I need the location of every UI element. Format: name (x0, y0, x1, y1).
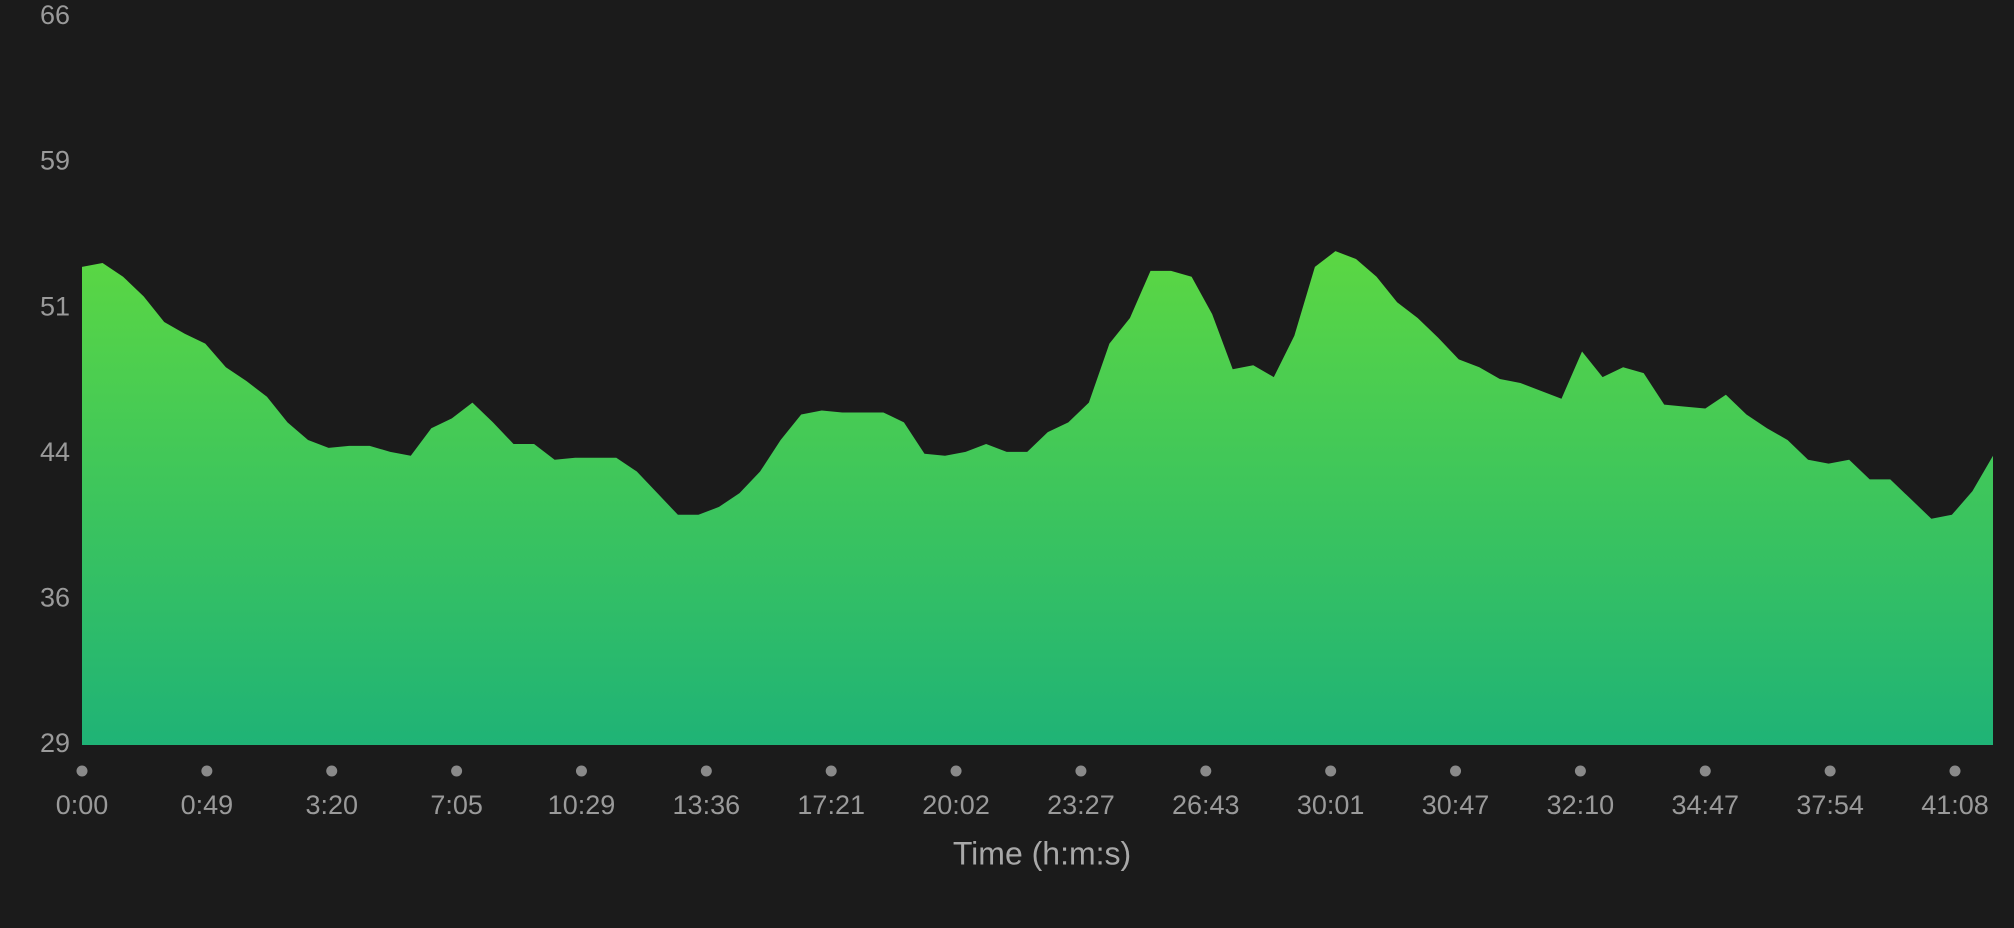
y-tick-label: 36 (40, 583, 70, 613)
x-tick-label: 23:27 (1047, 790, 1115, 820)
x-tick-dot (575, 765, 587, 777)
x-tick-dot (1949, 765, 1961, 777)
x-tick-dot (1824, 765, 1836, 777)
x-tick-label: 0:00 (56, 790, 109, 820)
x-tick-dot (950, 765, 962, 777)
y-tick-label: 44 (40, 437, 70, 467)
x-tick-dot (451, 765, 463, 777)
x-axis-label: Time (h:m:s) (953, 835, 1131, 871)
x-tick-label: 13:36 (673, 790, 741, 820)
x-tick-label: 10:29 (548, 790, 616, 820)
x-tick-label: 34:47 (1671, 790, 1739, 820)
x-tick-label: 32:10 (1547, 790, 1615, 820)
x-tick-label: 0:49 (181, 790, 234, 820)
x-tick-label: 30:47 (1422, 790, 1490, 820)
x-tick-dot (1075, 765, 1087, 777)
x-tick-dot (825, 765, 837, 777)
x-tick-dot (700, 765, 712, 777)
y-tick-label: 51 (40, 291, 70, 321)
x-tick-dot (1699, 765, 1711, 777)
x-tick-label: 20:02 (922, 790, 990, 820)
y-tick-label: 66 (40, 0, 70, 30)
y-tick-label: 59 (40, 146, 70, 176)
x-tick-dot (1450, 765, 1462, 777)
x-tick-label: 37:54 (1796, 790, 1864, 820)
x-tick-label: 17:21 (797, 790, 865, 820)
x-tick-label: 41:08 (1921, 790, 1989, 820)
y-tick-label: 29 (40, 728, 70, 758)
x-tick-dot (201, 765, 213, 777)
area (82, 251, 1993, 745)
x-tick-dot (1325, 765, 1337, 777)
x-tick-dot (326, 765, 338, 777)
x-tick-dot (1200, 765, 1212, 777)
x-tick-dot (1574, 765, 1586, 777)
x-tick-label: 30:01 (1297, 790, 1365, 820)
x-tick-label: 26:43 (1172, 790, 1240, 820)
x-tick-label: 7:05 (430, 790, 483, 820)
x-tick-label: 3:20 (305, 790, 358, 820)
x-tick-dot (76, 765, 88, 777)
